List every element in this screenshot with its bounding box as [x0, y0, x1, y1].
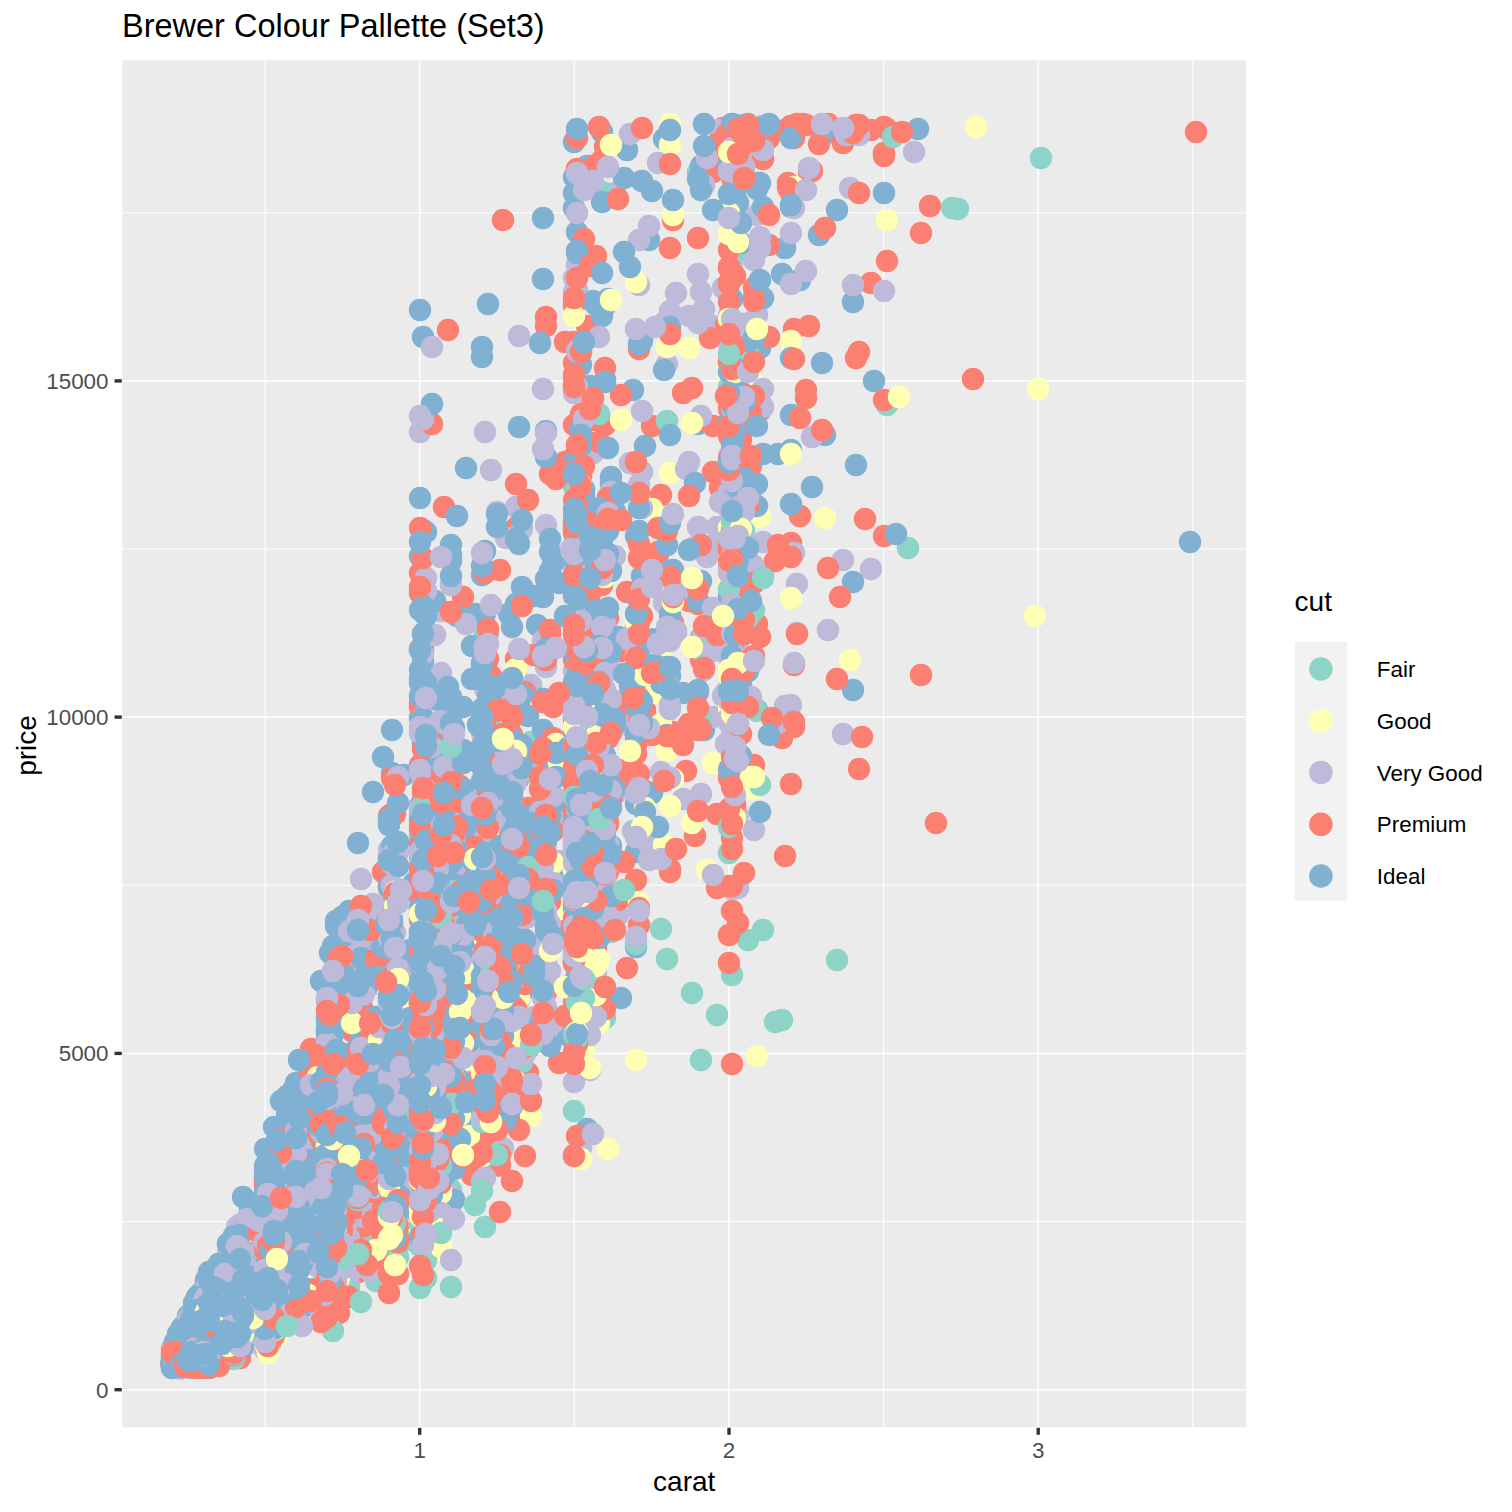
svg-text:price: price [11, 715, 42, 776]
svg-text:Ideal: Ideal [1377, 864, 1426, 889]
svg-text:carat: carat [653, 1466, 715, 1497]
svg-text:3: 3 [1032, 1438, 1044, 1463]
svg-text:1: 1 [413, 1438, 425, 1463]
svg-text:Fair: Fair [1377, 657, 1416, 682]
svg-text:Very Good: Very Good [1377, 761, 1483, 786]
svg-text:0: 0 [96, 1378, 108, 1403]
svg-text:10000: 10000 [46, 705, 108, 730]
svg-text:Good: Good [1377, 709, 1432, 734]
svg-text:2: 2 [723, 1438, 735, 1463]
svg-text:15000: 15000 [46, 369, 108, 394]
svg-text:Premium: Premium [1377, 812, 1467, 837]
svg-text:cut: cut [1295, 586, 1333, 617]
svg-text:Brewer Colour Pallette (Set3): Brewer Colour Pallette (Set3) [122, 8, 545, 44]
svg-text:5000: 5000 [59, 1041, 109, 1066]
